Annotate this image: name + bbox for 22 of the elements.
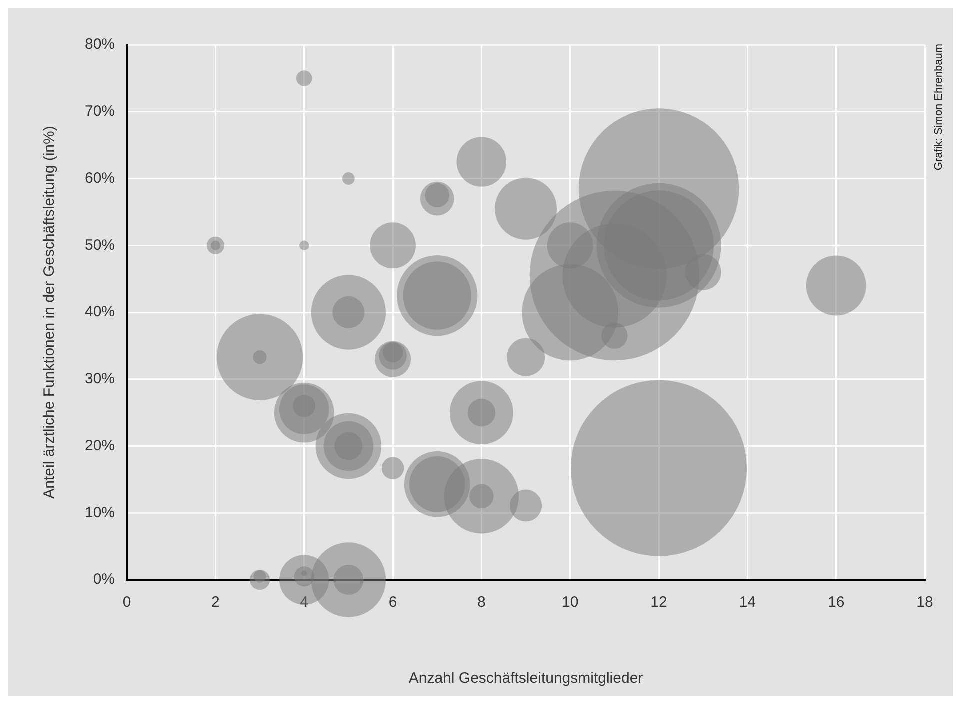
x-tick-label: 14 bbox=[739, 594, 756, 612]
x-tick-label: 8 bbox=[478, 594, 486, 612]
x-tick-label: 0 bbox=[122, 594, 132, 612]
y-tick-label: 80% bbox=[84, 36, 116, 54]
y-tick-label: 20% bbox=[84, 437, 116, 454]
x-tick-label: 10 bbox=[562, 594, 579, 612]
x-tick-label: 4 bbox=[300, 594, 309, 612]
x-tick-label: 12 bbox=[650, 594, 668, 612]
text: Grafik: Simon Ehrenbaum bbox=[933, 44, 946, 171]
y-tick-label: 0% bbox=[93, 571, 116, 588]
x-tick-label: 6 bbox=[388, 594, 398, 612]
x-tick-label: 2 bbox=[212, 594, 220, 612]
y-tick-label: 70% bbox=[84, 103, 116, 120]
x-axis-title: Anzahl Geschäftsleitungsmitglieder bbox=[408, 670, 644, 688]
y-tick-label: 30% bbox=[84, 370, 116, 388]
y-tick-label: 60% bbox=[84, 170, 116, 187]
x-tick-label: 18 bbox=[916, 594, 934, 612]
y-axis-title: Anteil ärztliche Funktionen in der Geschäftsleitung (in%) bbox=[41, 126, 58, 499]
y-tick-label: 40% bbox=[84, 304, 116, 321]
y-tick-label: 10% bbox=[84, 504, 116, 522]
y-tick-label: 50% bbox=[84, 236, 116, 254]
x-tick-label: 16 bbox=[828, 594, 845, 612]
